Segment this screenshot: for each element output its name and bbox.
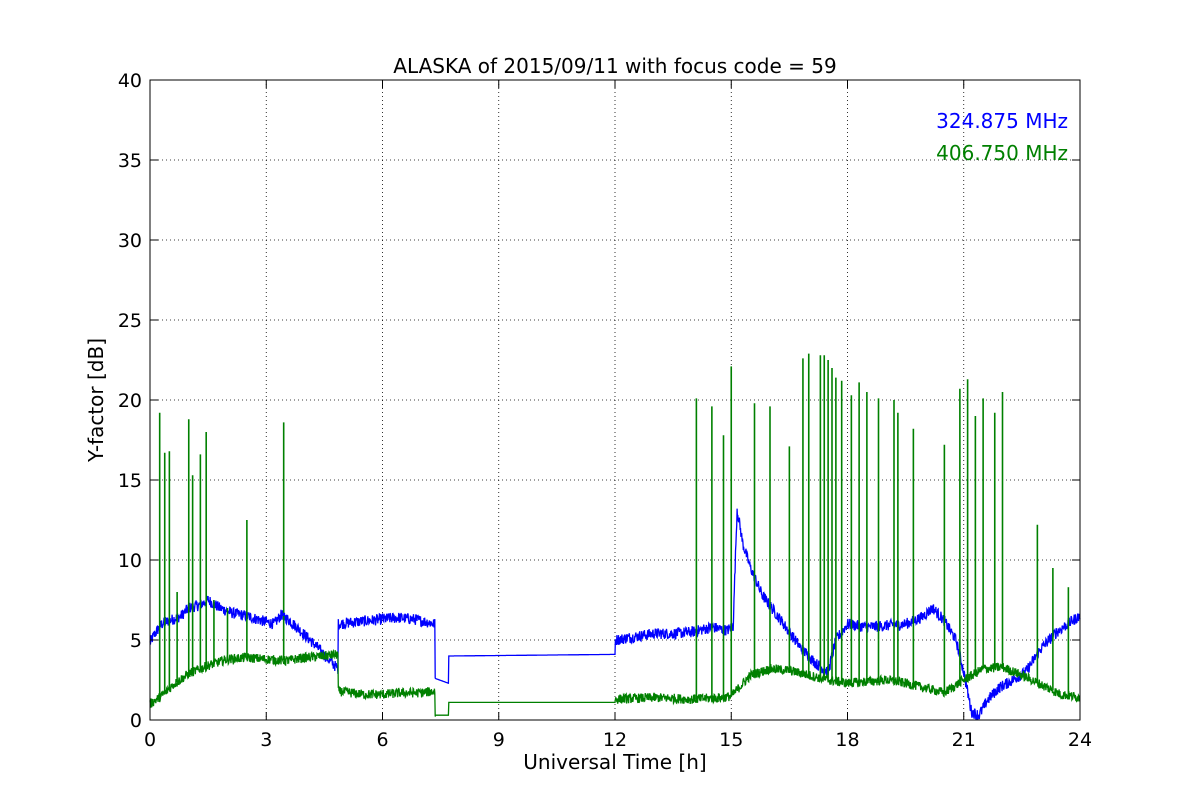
x-tick-label: 21 [952, 729, 976, 751]
y-tick-label: 20 [118, 390, 142, 412]
chart-title: ALASKA of 2015/09/11 with focus code = 5… [393, 54, 836, 78]
x-tick-label: 12 [603, 729, 627, 751]
tick-layer: 0 3 6 9 12 15 18 21 24 0 5 10 15 20 25 30 35 40 [118, 70, 1092, 751]
y-tick-label: 30 [118, 230, 142, 252]
series-line [149, 648, 1081, 717]
y-tick-label: 5 [130, 630, 142, 652]
series-line [149, 508, 1081, 720]
x-tick-label: 24 [1068, 729, 1092, 751]
legend-entry-406: 406.750 MHz [936, 141, 1068, 165]
x-tick-label: 6 [376, 729, 388, 751]
y-tick-label: 0 [130, 710, 142, 732]
x-tick-label: 18 [835, 729, 859, 751]
y-tick-label: 15 [118, 470, 142, 492]
y-tick-label: 40 [118, 70, 142, 92]
x-tick-label: 3 [260, 729, 272, 751]
y-tick-label: 35 [118, 150, 142, 172]
series-layer [149, 353, 1081, 720]
y-axis-label: Y-factor [dB] [84, 338, 108, 463]
x-tick-label: 15 [719, 729, 743, 751]
x-tick-label: 0 [144, 729, 156, 751]
y-tick-label: 10 [118, 550, 142, 572]
x-tick-label: 9 [493, 729, 505, 751]
legend-entry-324: 324.875 MHz [936, 109, 1068, 133]
y-tick-label: 25 [118, 310, 142, 332]
x-axis-label: Universal Time [h] [523, 750, 706, 774]
